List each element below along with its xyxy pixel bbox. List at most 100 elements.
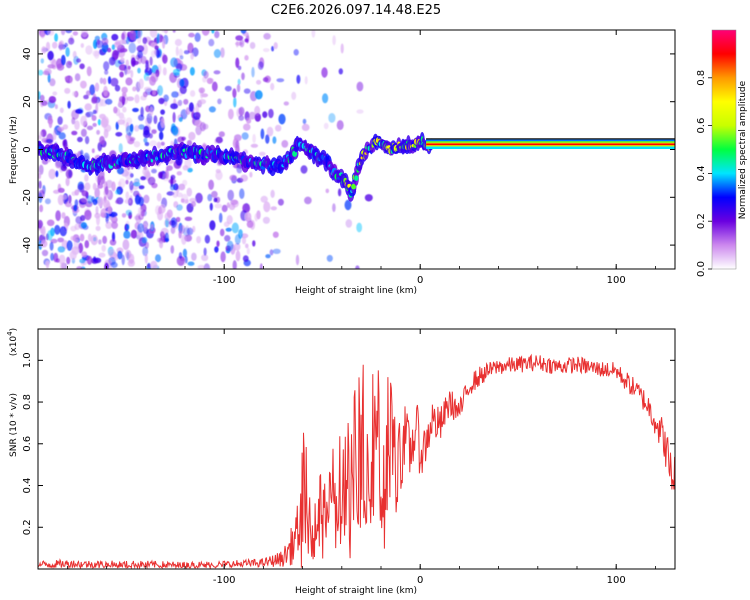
- spectrogram-blob: [265, 134, 270, 144]
- spectrogram-blob: [225, 227, 232, 232]
- spectrogram-blob: [124, 170, 133, 180]
- spectrogram-blob: [121, 32, 125, 41]
- spectrogram-blob: [72, 50, 77, 59]
- spectrogram-blob: [38, 189, 45, 200]
- spectrogram-blob: [214, 30, 220, 39]
- spectrogram-blob: [213, 70, 221, 75]
- spectrogram-blob: [172, 112, 176, 123]
- spectrogram-blob: [115, 121, 119, 130]
- spectrogram-blob: [57, 126, 65, 132]
- spectrogram-blob: [66, 256, 71, 265]
- spectrogram-blob: [270, 189, 275, 198]
- spectrogram-blob: [60, 164, 68, 172]
- spectrogram-blob: [300, 165, 308, 174]
- spectrogram-blob: [206, 77, 214, 85]
- spectrogram-blob: [181, 136, 186, 141]
- spectrogram-blob: [119, 71, 124, 78]
- spectrogram-blob: [293, 49, 299, 56]
- spectrogram-blob: [92, 182, 97, 191]
- spectrogram-blob: [92, 198, 98, 206]
- spectrogram-blob: [304, 196, 312, 205]
- spectrogram-blob: [338, 68, 343, 75]
- spectrogram-blob: [65, 177, 70, 187]
- ridge-band: [426, 145, 675, 148]
- spectrogram-blob: [99, 135, 105, 145]
- spectrogram-blob: [79, 63, 85, 70]
- spectrogram-blob: [85, 45, 93, 55]
- spectrogram-blob: [44, 198, 51, 205]
- spectrogram-blob: [81, 251, 88, 257]
- spectrogram-blob: [242, 255, 249, 262]
- spectrogram-blob: [47, 30, 55, 36]
- spectrogram-blob: [239, 39, 245, 48]
- spectrogram-blob: [118, 178, 126, 189]
- spectrogram-blob: [86, 255, 93, 265]
- spectrogram-blob: [93, 256, 97, 263]
- spectrogram-blob: [159, 204, 166, 214]
- spectrogram-blob: [161, 30, 166, 33]
- spectrogram-blob: [65, 60, 73, 69]
- spectrogram-blob: [248, 111, 256, 120]
- spectrogram-blob: [322, 93, 329, 104]
- spectrogram-blobs: [38, 30, 373, 269]
- spectrogram-blob: [60, 54, 66, 66]
- spectrogram-blob: [196, 236, 202, 244]
- spectrogram-blob: [118, 143, 123, 153]
- spectrogram-blob: [281, 140, 289, 148]
- spectrogram-blob: [204, 234, 211, 244]
- spectrogram-blob: [121, 254, 125, 266]
- spectrogram-blob: [142, 91, 148, 98]
- spectrogram-blob: [325, 188, 330, 194]
- colorbar-tick-label: 0.4: [696, 165, 707, 181]
- spectrogram-blob: [47, 115, 53, 121]
- spectrogram-blob: [158, 97, 165, 105]
- spectrogram-blob: [111, 44, 116, 51]
- spectrogram-x-label: Height of straight line (km): [295, 286, 417, 296]
- spectrogram-blob: [231, 222, 239, 234]
- spectrogram-blob: [97, 98, 104, 107]
- spectrogram-blob: [332, 203, 336, 213]
- spectrogram-blob: [140, 55, 147, 65]
- spectrogram-blob: [162, 38, 166, 49]
- spectrogram-blob: [170, 57, 178, 68]
- spectrogram-blob: [197, 264, 206, 269]
- spectrogram-blob: [144, 141, 150, 147]
- spectrogram-blob: [201, 30, 210, 36]
- spectrogram-blob: [57, 246, 66, 253]
- spectrogram-blob: [134, 124, 140, 132]
- spectrogram-blob: [64, 76, 69, 81]
- spectrogram-blob: [109, 211, 118, 218]
- spectrogram-blob: [208, 179, 215, 190]
- spectrogram-blob: [244, 38, 249, 43]
- snr-frame: [37, 328, 676, 570]
- spectrogram-blob: [220, 47, 225, 58]
- spectrogram-blob: [130, 69, 134, 79]
- x-tick-label: 0: [417, 575, 423, 586]
- spectrogram-blob: [108, 249, 116, 258]
- spectrogram-blob: [99, 175, 105, 185]
- spectrogram-blob: [38, 135, 41, 140]
- spectrogram-blob: [85, 111, 94, 118]
- spectrogram-blob: [275, 124, 282, 132]
- spectrogram-blob: [178, 117, 183, 122]
- spectrogram-blob: [170, 103, 179, 110]
- spectrogram-blob: [215, 170, 223, 181]
- spectrogram-blob: [152, 90, 157, 96]
- spectrogram-blob: [95, 205, 99, 215]
- spectrogram-blob: [296, 74, 301, 84]
- spectrogram-blob: [154, 45, 159, 50]
- spectrogram-blob: [98, 252, 106, 258]
- spectrogram-blob: [52, 41, 58, 49]
- spectrogram-blob: [213, 49, 221, 58]
- spectrogram-blob: [53, 252, 59, 263]
- spectrogram-blob: [104, 262, 109, 269]
- spectrogram-blob: [245, 243, 249, 249]
- spectrogram-blob: [220, 251, 226, 263]
- spectrogram-blob: [142, 37, 148, 45]
- spectrogram-blob: [38, 219, 43, 229]
- spectrogram-blob: [208, 38, 215, 47]
- spectrogram-x-ticks: -100 0 100: [67, 30, 656, 286]
- spectrogram-blob: [65, 30, 73, 34]
- spectrogram-blob: [84, 103, 92, 111]
- spectrogram-blob: [72, 91, 77, 97]
